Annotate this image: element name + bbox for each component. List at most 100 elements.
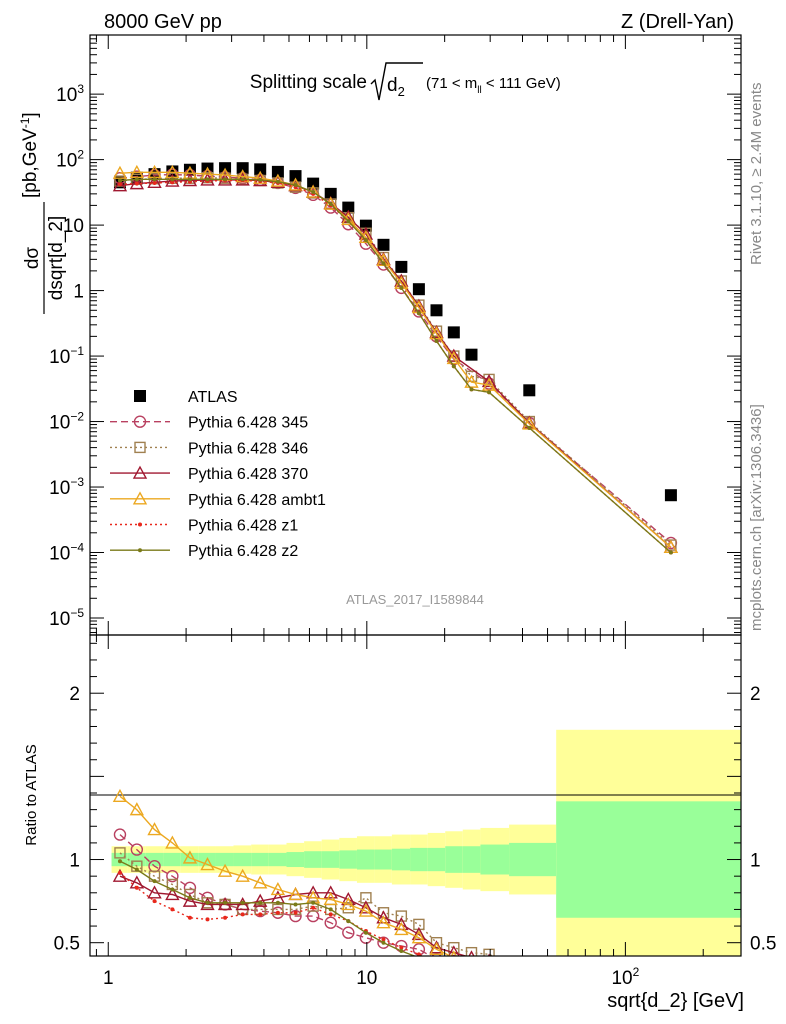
data-point-z2 [451, 364, 456, 369]
data-point-z2 [527, 425, 532, 430]
rivet-label: Rivet 3.1.10, ≥ 2.4M events [748, 83, 765, 266]
data-point-z1 [152, 180, 157, 185]
band-stat-bin [163, 852, 181, 867]
ratio-line-z1 [119, 872, 425, 956]
legend-label: Pythia 6.428 345 [188, 415, 308, 432]
ratio-point-p370 [200, 896, 215, 911]
ratio-y-tick-label: 0.5 [54, 934, 80, 955]
ratio-point-z2 [293, 902, 298, 907]
legend-label: Pythia 6.428 ambt1 [188, 492, 326, 509]
ratio-point-p370 [112, 868, 128, 882]
ratio-point-p345 [183, 881, 197, 895]
data-point-ambt1 [147, 164, 162, 179]
ratio-point-z2 [346, 919, 351, 924]
ratio-point-ambt1 [270, 882, 286, 896]
main-panel-series [112, 162, 679, 555]
y-tick-label: 10−2 [49, 410, 84, 434]
ratio-point-p370 [323, 885, 338, 899]
ratio-point-ambt1 [429, 941, 444, 956]
band-stat-bin [480, 844, 510, 875]
ratio-point-p345 [466, 957, 477, 968]
ratio-point-ambt1 [500, 970, 512, 981]
data-point-data [254, 163, 267, 176]
ratio-y-tick-label: 2 [69, 684, 80, 705]
data-point-p370 [411, 298, 427, 312]
ratio-point-p345 [450, 954, 458, 956]
data-point-data [342, 201, 355, 214]
data-point-ambt1 [323, 196, 338, 210]
legend-item-p370: Pythia 6.428 370 [110, 465, 308, 483]
ratio-point-z2 [435, 964, 439, 968]
ratio-line-p346 [119, 852, 495, 956]
data-point-p370 [481, 373, 497, 388]
ylabel-den: dsqrt[d_2] [46, 216, 67, 301]
series-line-p345 [119, 173, 672, 544]
legend-item-z2: Pythia 6.428 z2 [110, 543, 298, 560]
ratio-point-z2 [170, 887, 175, 892]
axis-ticks: 1 10 102 10−5 10−4 10−3 10−2 10−1 1 10 102 103 0.5 0.… [49, 34, 776, 989]
legend: ATLAS Pythia 6.428 345 Pythia 6.428 346 Pyt… [110, 389, 326, 560]
ratio-point-p370 [217, 896, 233, 911]
band-stat-bin [509, 842, 557, 877]
ratio-point-p370 [487, 953, 491, 956]
data-point-data [324, 187, 337, 200]
band-stat-bin [391, 848, 411, 871]
y-tick-label: 10−3 [49, 475, 84, 499]
ratio-point-p346 [483, 948, 495, 956]
uncertainty-bands [111, 729, 741, 956]
data-point-p370 [112, 178, 128, 192]
data-point-data [395, 260, 408, 273]
ratio-point-p346 [395, 910, 408, 922]
ratio-point-z1 [293, 910, 298, 915]
ratio-point-ambt1 [483, 963, 495, 974]
ratio-point-z1 [381, 937, 386, 942]
data-point-p370 [446, 348, 461, 362]
ratio-point-z2 [275, 900, 280, 905]
ratio-point-ambt1 [253, 875, 268, 889]
ratio-point-p345 [166, 869, 179, 883]
data-point-data [523, 384, 536, 397]
ratio-ylabel: Ratio to ATLAS [23, 744, 40, 845]
ratio-series-z1 [117, 870, 425, 956]
data-point-z2 [187, 177, 192, 182]
data-point-z2 [399, 285, 404, 290]
data-point-data [307, 177, 320, 190]
data-point-ambt1 [253, 170, 268, 184]
legend-item-ambt1: Pythia 6.428 ambt1 [110, 491, 326, 509]
ratio-series-p370 [112, 868, 491, 956]
data-point-z1 [117, 182, 122, 187]
legend-marker-p346 [134, 441, 146, 454]
plot-title-var: d2 [387, 75, 405, 99]
data-point-data [465, 348, 478, 361]
ratio-point-z2 [240, 900, 245, 905]
ratio-point-ambt1 [165, 835, 180, 849]
band-stat-bin [556, 801, 741, 918]
ratio-line-ambt1 [119, 795, 452, 956]
ratio-point-z1 [170, 907, 175, 912]
ratio-point-ambt1 [323, 891, 338, 906]
ratio-series-z2 [117, 859, 439, 968]
header-right: Z (Drell-Yan) [621, 11, 734, 33]
data-point-z2 [152, 177, 157, 182]
ratio-point-z2 [363, 930, 368, 935]
data-point-z2 [434, 338, 439, 343]
band-stat-bin [374, 849, 392, 870]
ratio-point-p370 [165, 886, 180, 901]
data-point-ambt1 [165, 164, 180, 179]
ratio-point-p370 [182, 893, 198, 907]
band-stat-bin [445, 846, 463, 873]
ratio-point-p370 [235, 896, 250, 911]
data-point-z2 [134, 177, 139, 182]
ratio-point-p345 [342, 926, 355, 939]
data-point-ambt1 [270, 173, 286, 187]
legend-marker-data [134, 390, 146, 402]
data-point-z2 [170, 177, 175, 182]
ratio-point-p345 [113, 828, 127, 841]
header-left: 8000 GeV pp [104, 11, 222, 33]
plot-title-main: Splitting scale [250, 72, 367, 93]
data-point-p370 [129, 176, 145, 190]
ratio-point-z2 [134, 867, 139, 872]
sqrt-sign [370, 62, 423, 101]
ratio-point-z1 [258, 912, 263, 917]
data-point-data [271, 165, 284, 178]
